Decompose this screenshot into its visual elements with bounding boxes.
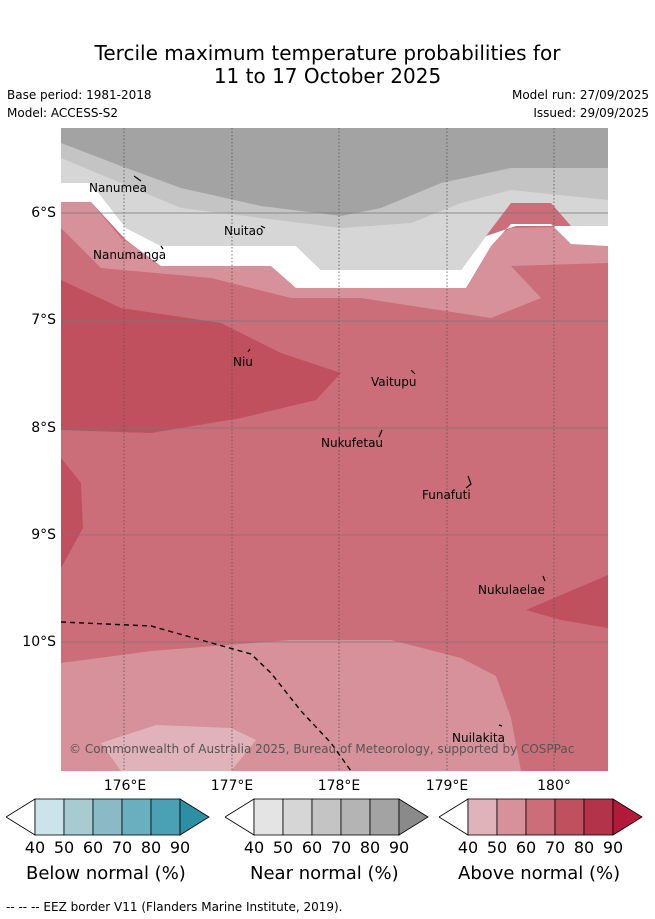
tick-40: 40 xyxy=(243,838,265,857)
place-nuilakita: Nuilakita xyxy=(452,731,505,745)
tick-70: 70 xyxy=(544,838,566,857)
legend-below-normal: 40 50 60 70 80 90 Below normal (%) xyxy=(5,798,211,884)
colorbar-above xyxy=(438,798,643,836)
tick-90: 90 xyxy=(602,838,624,857)
colorbar-near xyxy=(224,798,429,836)
place-nuitao: Nuitao xyxy=(224,224,264,238)
lon-label-180: 180° xyxy=(537,778,571,794)
graticule xyxy=(123,128,555,771)
legend-above-normal: 40 50 60 70 80 90 Above normal (%) xyxy=(438,798,644,884)
lat-label-6s: 6°S xyxy=(31,205,56,221)
place-nanumanga: Nanumanga xyxy=(93,248,167,262)
issued-date: Issued: 29/09/2025 xyxy=(533,106,649,120)
model-name: Model: ACCESS-S2 xyxy=(7,106,119,120)
probability-map xyxy=(61,128,608,771)
above-80-southeast-region xyxy=(526,575,608,628)
above-50-south-region xyxy=(101,725,256,771)
island-marks xyxy=(133,175,546,727)
near-80-region xyxy=(61,128,608,216)
map-canvas xyxy=(61,128,608,771)
tick-90: 90 xyxy=(388,838,410,857)
model-run: Model run: 27/09/2025 xyxy=(511,88,649,102)
lat-label-9s: 9°S xyxy=(31,527,56,543)
tick-70: 70 xyxy=(111,838,133,857)
tick-60: 60 xyxy=(301,838,323,857)
map-title-line-1: Tercile maximum temperature probabilitie… xyxy=(94,41,561,65)
tick-50: 50 xyxy=(272,838,294,857)
caption-near: Near normal (%) xyxy=(250,863,399,884)
lat-label-8s: 8°S xyxy=(31,420,56,436)
caption-below: Below normal (%) xyxy=(26,863,186,884)
latitude-lines xyxy=(61,212,608,643)
base-period: Base period: 1981-2018 xyxy=(7,88,152,102)
tick-40: 40 xyxy=(24,838,46,857)
place-nanumea: Nanumea xyxy=(89,181,147,195)
eez-border-line xyxy=(61,621,352,771)
eez-footer-note: -- -- -- EEZ border V11 (Flanders Marine… xyxy=(6,900,343,914)
lon-label-177e: 177°E xyxy=(210,778,254,794)
legend-near-normal: 40 50 60 70 80 90 Near normal (%) xyxy=(224,798,430,884)
above-80-southwest-region xyxy=(61,458,83,568)
tick-80: 80 xyxy=(359,838,381,857)
lat-label-7s: 7°S xyxy=(31,312,56,328)
tick-80: 80 xyxy=(573,838,595,857)
lon-label-178e: 178°E xyxy=(317,778,361,794)
tick-80: 80 xyxy=(140,838,162,857)
place-niu: Niu xyxy=(233,355,253,369)
lon-label-176e: 176°E xyxy=(103,778,147,794)
white-gap-band xyxy=(61,183,608,288)
above-80-west-region xyxy=(61,280,341,433)
place-funafuti: Funafuti xyxy=(422,488,471,502)
tick-90: 90 xyxy=(169,838,191,857)
map-title-line-2: 11 to 17 October 2025 xyxy=(213,64,442,88)
caption-above: Above normal (%) xyxy=(458,863,621,884)
place-nukufetau: Nukufetau xyxy=(321,436,384,450)
tick-40: 40 xyxy=(457,838,479,857)
above-60-north-region xyxy=(61,202,608,318)
tick-50: 50 xyxy=(486,838,508,857)
copyright-notice: © Commonwealth of Australia 2025, Bureau… xyxy=(69,742,575,756)
lat-label-10s: 10°S xyxy=(22,634,56,650)
colorbar-below xyxy=(5,798,210,836)
place-nukulaelae: Nukulaelae xyxy=(478,583,545,597)
tick-60: 60 xyxy=(82,838,104,857)
tick-50: 50 xyxy=(53,838,75,857)
place-vaitupu: Vaitupu xyxy=(371,375,417,389)
tick-60: 60 xyxy=(515,838,537,857)
tick-70: 70 xyxy=(330,838,352,857)
lon-label-179e: 179°E xyxy=(425,778,469,794)
